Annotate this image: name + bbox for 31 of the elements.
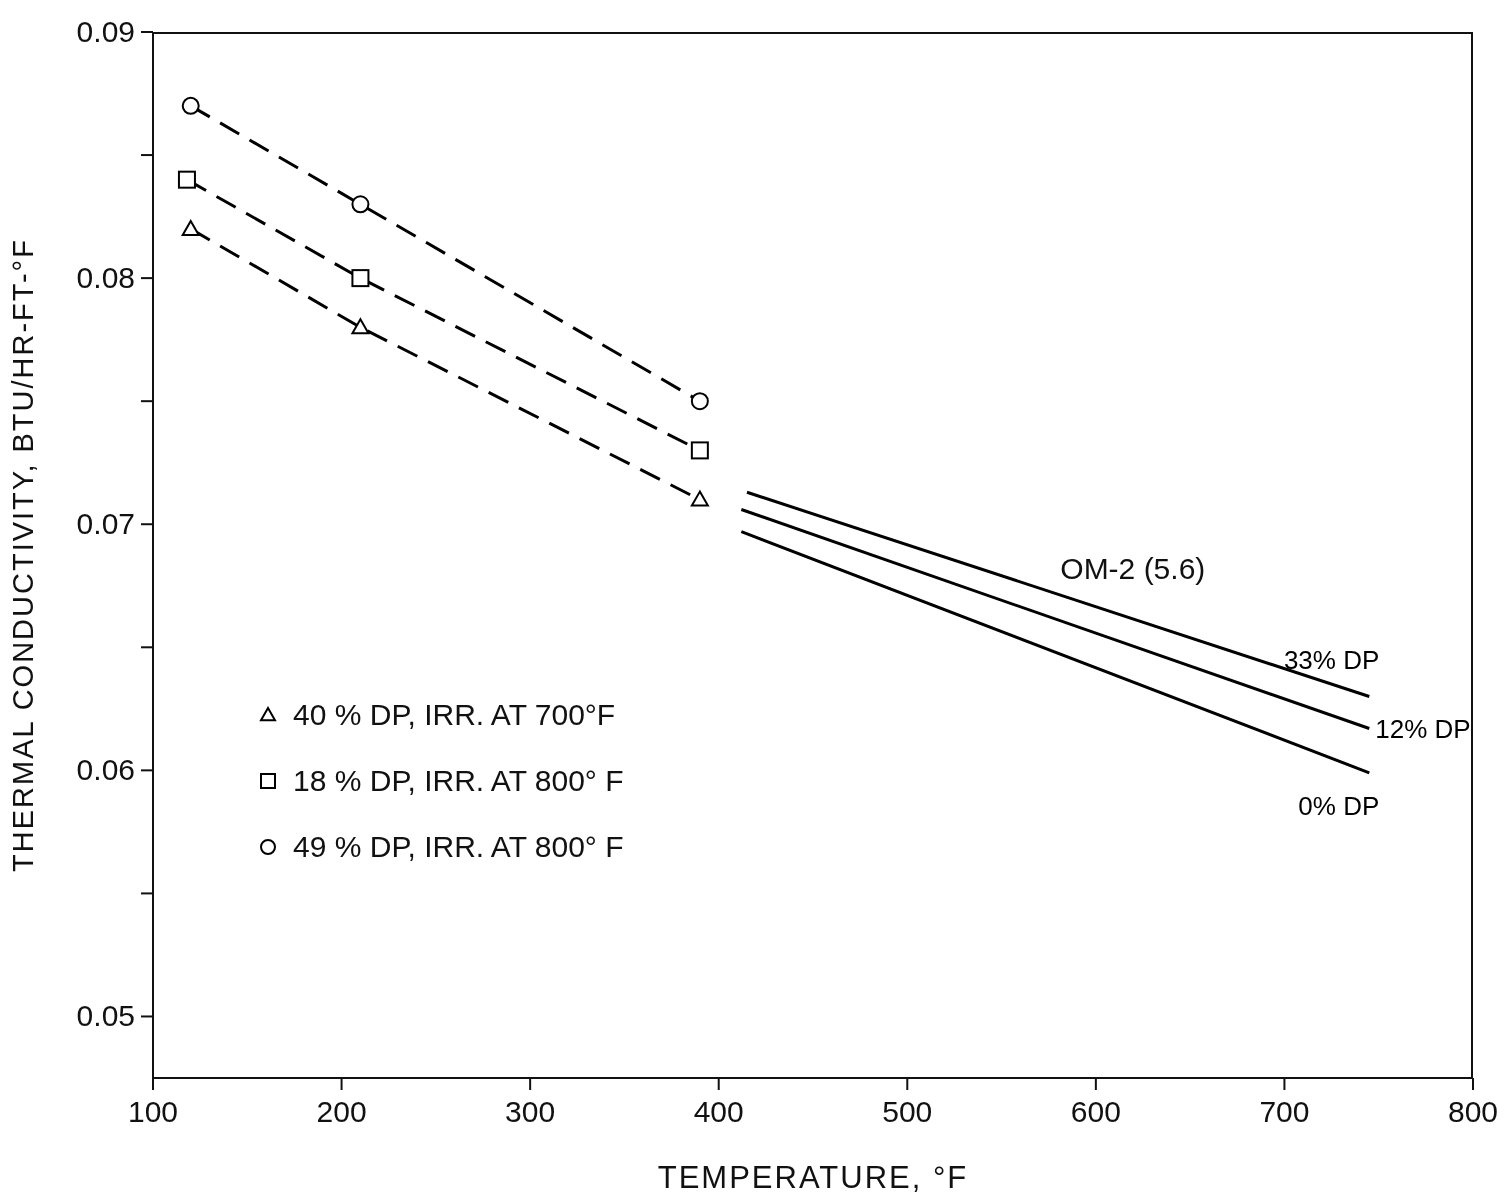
point bbox=[690, 441, 709, 460]
y-tick-label: 0.08 bbox=[76, 261, 135, 295]
y-axis-title: THERMAL CONDUCTIVITY, BTU/HR-FT-°F bbox=[7, 238, 40, 872]
y-tick-label: 0.05 bbox=[76, 999, 135, 1033]
x-tick-label: 800 bbox=[1447, 1095, 1499, 1128]
annotation: OM-2 (5.6) bbox=[1060, 551, 1206, 585]
x-tick-label: 300 bbox=[505, 1095, 556, 1128]
point bbox=[181, 96, 200, 115]
y-tick-label: 0.06 bbox=[76, 753, 135, 787]
x-tick-label: 100 bbox=[127, 1095, 179, 1128]
point bbox=[181, 219, 200, 236]
legend-label: 40 % DP, IRR. AT 700°F bbox=[293, 698, 616, 732]
legend-label: 18 % DP, IRR. AT 800° F bbox=[293, 764, 624, 798]
legend-label: 49 % DP, IRR. AT 800° F bbox=[293, 830, 624, 864]
point bbox=[351, 318, 370, 335]
series-label: 0% DP bbox=[1298, 790, 1380, 821]
y-tick-label: 0.09 bbox=[76, 15, 135, 48]
point bbox=[690, 490, 709, 507]
x-tick-label: 400 bbox=[693, 1095, 744, 1128]
x-tick-label: 600 bbox=[1070, 1095, 1121, 1128]
point bbox=[177, 170, 196, 189]
x-tick-label: 500 bbox=[882, 1095, 933, 1128]
point bbox=[690, 392, 709, 411]
point bbox=[351, 195, 370, 214]
x-tick-label: 700 bbox=[1259, 1095, 1310, 1128]
x-tick-label: 200 bbox=[316, 1095, 367, 1128]
point bbox=[351, 269, 370, 288]
y-tick-label: 0.07 bbox=[76, 507, 135, 541]
x-axis-title: TEMPERATURE, °F bbox=[657, 1160, 969, 1195]
series-label: 12% DP bbox=[1375, 713, 1471, 744]
series-label: 33% DP bbox=[1283, 644, 1380, 675]
